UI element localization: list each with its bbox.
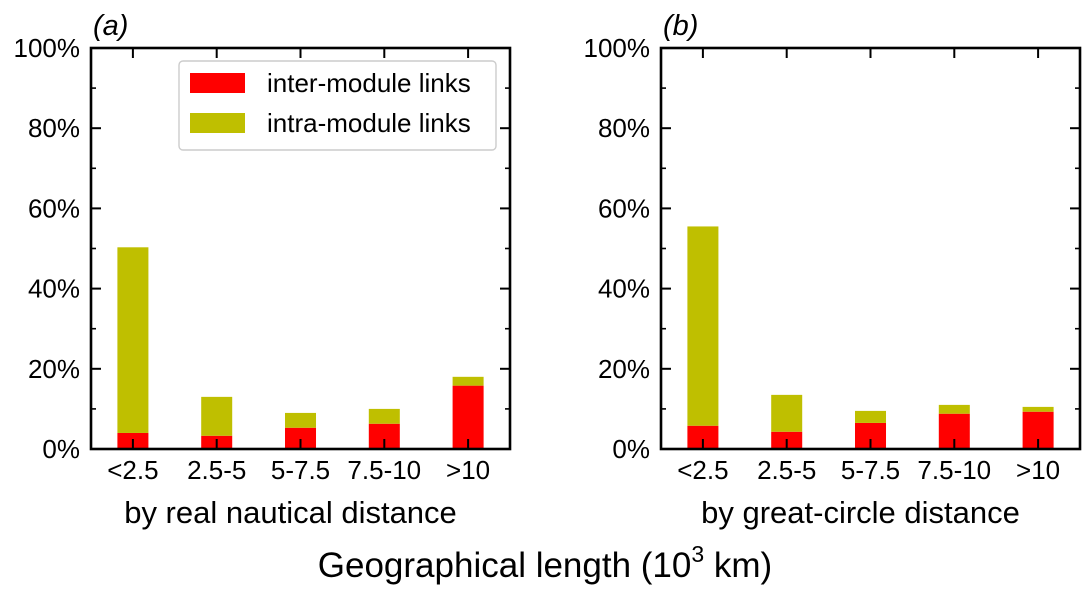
y-tick-label: 60% — [598, 193, 650, 223]
bar-intra-0 — [117, 247, 149, 433]
y-tick-label: 20% — [28, 354, 80, 384]
chart-panel-b: 0% 20% 40% 60% 80% 100% <2.5 2.5-5 5-7.5 7.5-10 >1… — [584, 10, 1082, 530]
y-tick-label: 0% — [612, 434, 650, 464]
panel-label: (a) — [93, 10, 128, 42]
bar-intra-2 — [285, 412, 317, 428]
bar-intra-1 — [201, 396, 233, 436]
y-tick-label: 80% — [28, 113, 80, 143]
panel-label: (b) — [663, 10, 698, 42]
plot-frame — [659, 46, 1082, 451]
bar-intra-0 — [687, 226, 719, 426]
x-tick-label: 2.5-5 — [757, 455, 816, 485]
shared-x-axis-label: Geographical length (103 km) — [318, 541, 772, 585]
bar-intra-3 — [368, 408, 400, 424]
x-tick-label: 5-7.5 — [271, 455, 330, 485]
y-tick-label: 100% — [14, 33, 81, 63]
bar-intra-4 — [1022, 406, 1054, 412]
y-tick-label: 40% — [598, 274, 650, 304]
legend-swatch — [190, 113, 245, 133]
legend: inter-module links intra-module links — [178, 60, 497, 151]
x-tick-label: 7.5-10 — [347, 455, 421, 485]
bar-intra-2 — [855, 410, 887, 423]
bar-intra-3 — [938, 404, 970, 414]
bar-inter-4 — [452, 385, 484, 449]
x-tick-label: >10 — [446, 455, 490, 485]
x-axis-label: by great-circle distance — [701, 495, 1020, 530]
y-tick-label: 0% — [42, 434, 80, 464]
legend-label: intra-module links — [267, 108, 471, 138]
bar-intra-1 — [771, 394, 803, 432]
y-tick-label: 100% — [584, 33, 651, 63]
x-tick-label: <2.5 — [677, 455, 728, 485]
bar-inter-0 — [687, 425, 719, 449]
y-tick-label: 40% — [28, 274, 80, 304]
y-tick-label: 80% — [598, 113, 650, 143]
y-tick-label: 20% — [598, 354, 650, 384]
x-axis-label: by real nautical distance — [124, 495, 457, 530]
x-tick-label: 7.5-10 — [917, 455, 991, 485]
y-tick-label: 60% — [28, 193, 80, 223]
x-tick-label: 5-7.5 — [841, 455, 900, 485]
bar-intra-4 — [452, 376, 484, 386]
chart-panel-a: 0% 20% 40% 60% 80% 100% <2.5 2.5-5 5-7.5 7.5-10 >1… — [14, 10, 512, 530]
shared-x-axis-label-unit: km) — [704, 546, 772, 585]
x-tick-label: <2.5 — [107, 455, 158, 485]
legend-box — [178, 60, 497, 151]
bar-inter-2 — [285, 427, 317, 449]
x-tick-label: >10 — [1016, 455, 1060, 485]
x-tick-label: 2.5-5 — [187, 455, 246, 485]
shared-x-axis-label-main: Geographical length (10 — [318, 546, 692, 585]
legend-label: inter-module links — [267, 68, 471, 98]
legend-swatch — [190, 73, 245, 93]
shared-x-axis-label-exponent: 3 — [691, 541, 704, 567]
